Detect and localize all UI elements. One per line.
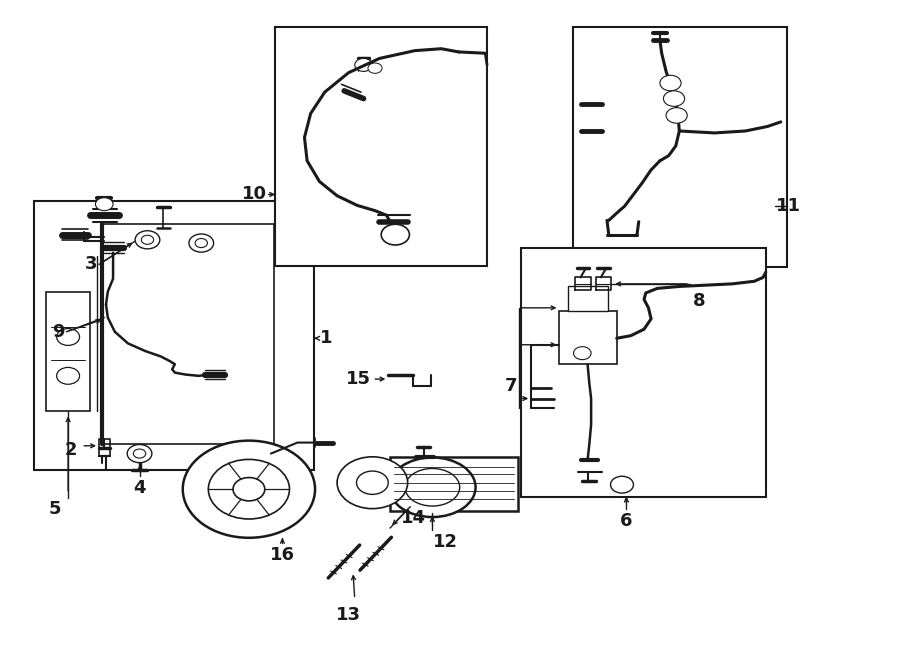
Circle shape <box>666 108 688 123</box>
Bar <box>102 223 274 444</box>
Bar <box>275 27 487 266</box>
Circle shape <box>189 234 213 252</box>
Circle shape <box>183 441 315 538</box>
Circle shape <box>135 231 160 249</box>
Circle shape <box>95 198 113 211</box>
Text: 16: 16 <box>270 545 295 564</box>
Text: 5: 5 <box>49 500 61 518</box>
Circle shape <box>57 368 79 384</box>
Circle shape <box>356 471 388 494</box>
Bar <box>33 201 314 470</box>
Text: 6: 6 <box>620 512 633 530</box>
Circle shape <box>610 476 634 493</box>
Circle shape <box>57 329 79 346</box>
Circle shape <box>573 346 591 360</box>
Circle shape <box>195 239 207 248</box>
Circle shape <box>660 75 681 91</box>
Bar <box>568 286 608 311</box>
Circle shape <box>215 449 237 465</box>
Ellipse shape <box>405 469 460 506</box>
Ellipse shape <box>389 457 475 517</box>
Text: 10: 10 <box>241 186 266 204</box>
Circle shape <box>127 444 152 463</box>
Circle shape <box>220 453 231 461</box>
Circle shape <box>355 58 373 71</box>
Bar <box>390 457 518 510</box>
Text: 9: 9 <box>52 323 65 341</box>
Text: 8: 8 <box>693 292 706 311</box>
Text: 1: 1 <box>320 329 332 347</box>
Circle shape <box>133 449 146 458</box>
Circle shape <box>368 63 382 73</box>
Circle shape <box>208 459 290 519</box>
Bar <box>560 311 616 364</box>
Text: 7: 7 <box>505 377 517 395</box>
Circle shape <box>382 224 410 245</box>
Circle shape <box>663 91 685 106</box>
Bar <box>520 248 766 497</box>
Bar <box>573 27 787 267</box>
Text: 14: 14 <box>400 509 426 527</box>
Text: 3: 3 <box>85 255 97 274</box>
Circle shape <box>233 477 265 501</box>
Text: 11: 11 <box>777 197 801 215</box>
Text: 4: 4 <box>133 479 146 498</box>
Circle shape <box>141 235 154 245</box>
Text: 15: 15 <box>346 370 371 388</box>
Text: 12: 12 <box>433 533 458 551</box>
Circle shape <box>338 457 408 509</box>
Text: 13: 13 <box>336 605 361 624</box>
Bar <box>46 292 90 411</box>
Text: 2: 2 <box>65 441 76 459</box>
